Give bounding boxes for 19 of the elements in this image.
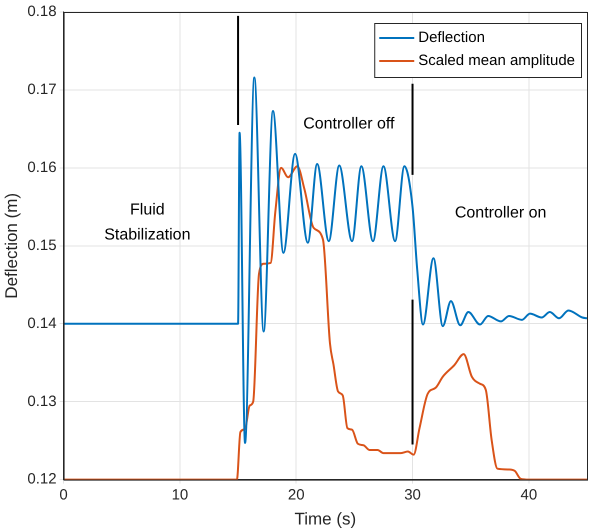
y-tick-label: 0.12 bbox=[27, 470, 57, 488]
annotation: Fluid Stabilization bbox=[104, 201, 190, 244]
x-tick-label: 40 bbox=[520, 486, 538, 504]
x-tick-label: 10 bbox=[172, 486, 188, 504]
x-tick-label: 30 bbox=[404, 486, 421, 504]
annotation: Controller on bbox=[454, 204, 546, 222]
y-tick-label: 0.13 bbox=[27, 392, 57, 410]
legend-label: Deflection bbox=[418, 29, 485, 46]
annotation: Controller off bbox=[303, 116, 396, 133]
y-tick-label: 0.14 bbox=[27, 314, 57, 332]
y-tick-label: 0.15 bbox=[27, 236, 57, 254]
y-tick-label: 0.16 bbox=[27, 159, 57, 176]
x-tick-label: 0 bbox=[59, 486, 68, 504]
y-tick-label: 0.17 bbox=[27, 81, 57, 98]
x-axis-title: Time (s) bbox=[294, 509, 356, 528]
legend-label: Scaled mean amplitude bbox=[418, 52, 576, 70]
y-axis-title: Deflection (m) bbox=[2, 192, 21, 299]
x-tick-label: 20 bbox=[288, 486, 305, 504]
y-tick-label: 0.18 bbox=[27, 3, 57, 20]
